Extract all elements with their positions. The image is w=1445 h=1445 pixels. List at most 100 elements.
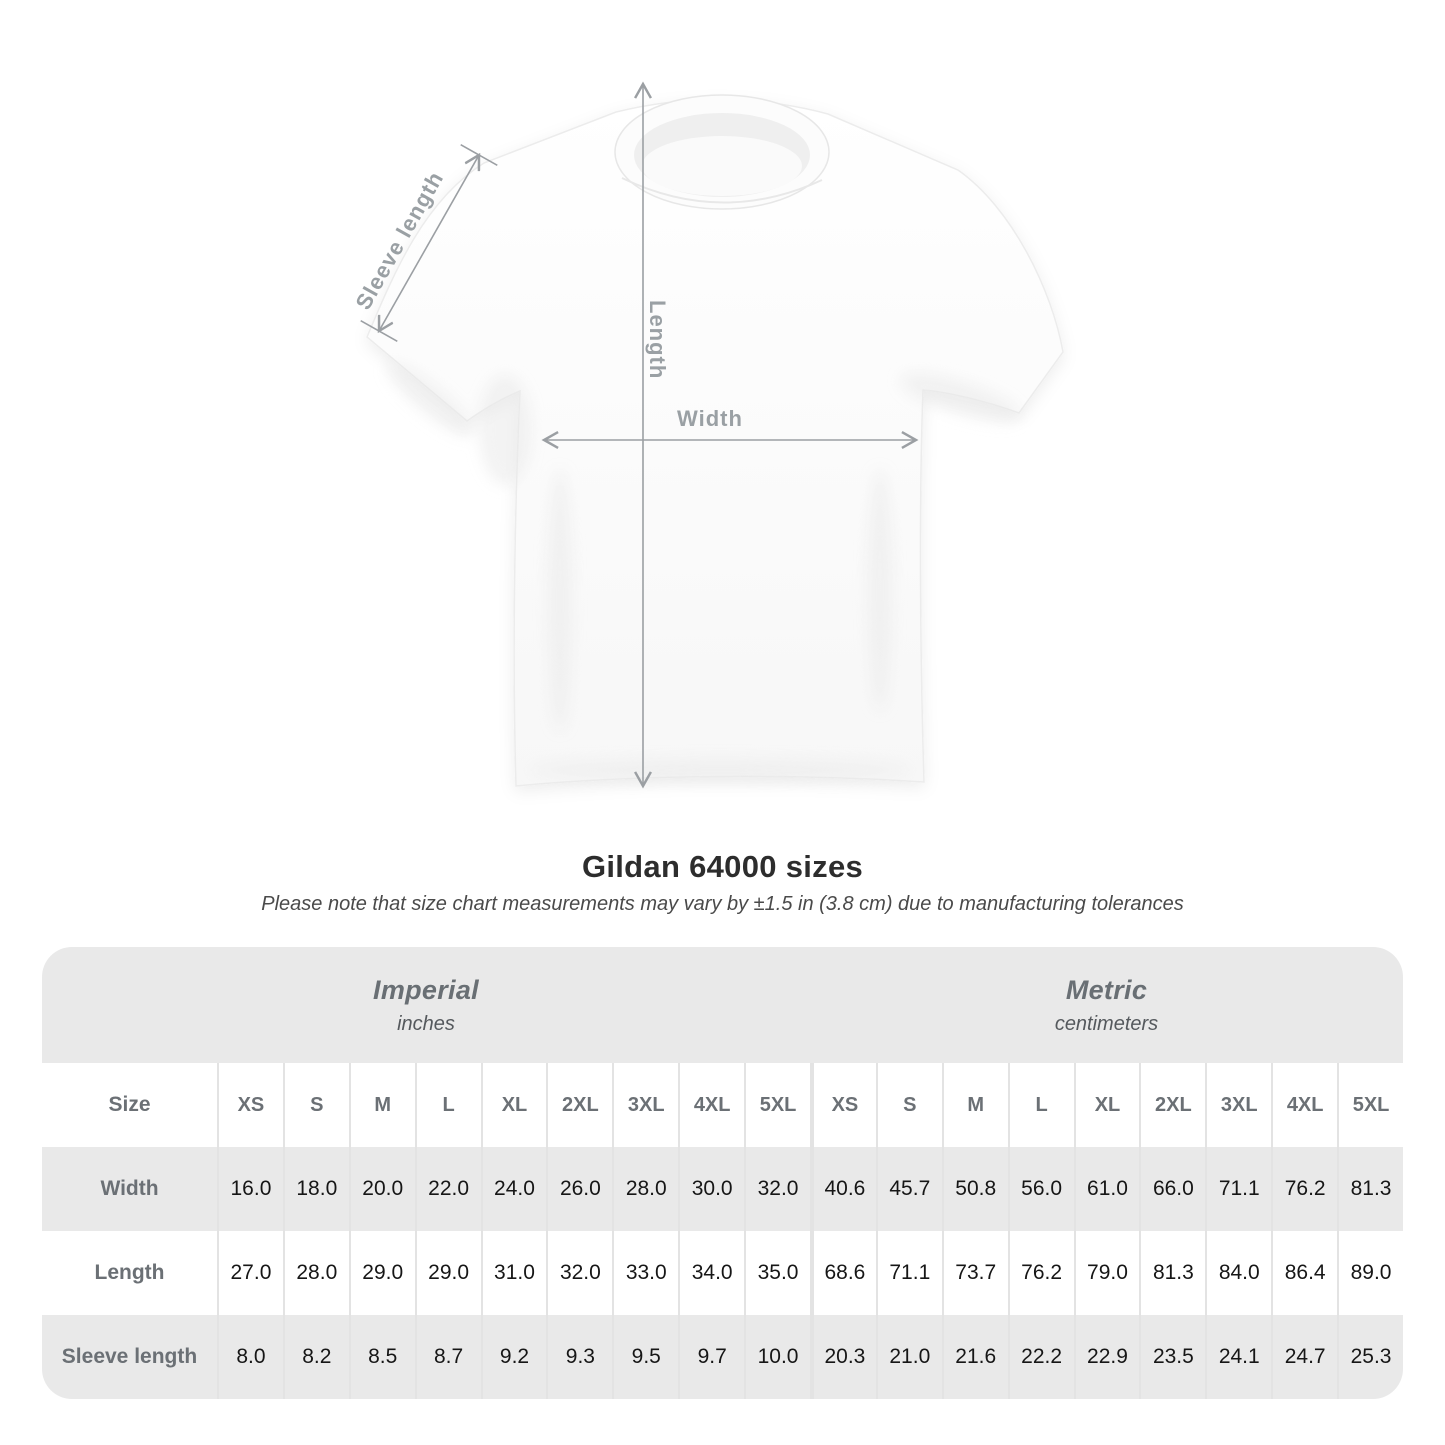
table-cell: 61.0 <box>1073 1147 1140 1231</box>
size-col-header-imperial-s: S <box>282 1063 349 1147</box>
table-cell: 20.3 <box>809 1315 876 1399</box>
table-row-width: Width 16.0 18.0 20.0 22.0 24.0 26.0 28.0 30.0 32.… <box>42 1147 1403 1231</box>
table-cell: 45.7 <box>875 1147 942 1231</box>
size-col-header-imperial-4xl: 4XL <box>678 1063 744 1147</box>
size-column-label: Size <box>108 1093 151 1116</box>
table-cell: 29.0 <box>414 1231 481 1315</box>
table-cell: 32.0 <box>546 1231 612 1315</box>
tshirt-measurement-diagram: Length Width Sleeve length <box>350 0 1064 830</box>
table-cell: 33.0 <box>612 1231 678 1315</box>
size-col-header-imperial-m: M <box>348 1063 415 1147</box>
table-cell: 71.1 <box>875 1231 942 1315</box>
size-col-header-imperial-xl: XL <box>480 1063 547 1147</box>
table-cell: 21.6 <box>941 1315 1008 1399</box>
table-cell: 20.0 <box>348 1147 415 1231</box>
size-col-header-metric-xs: XS <box>809 1063 876 1147</box>
table-cell: 24.0 <box>480 1147 547 1231</box>
table-cell: 76.2 <box>1271 1147 1337 1231</box>
table-cell: 8.5 <box>348 1315 415 1399</box>
size-col-header-imperial-5xl: 5XL <box>744 1063 810 1147</box>
size-header-row: Size XS S M L XL 2XL 3XL 4XL 5XL XS S M L XL 2XL 3XL 4XL 5… <box>42 1063 1403 1147</box>
metric-unit: centimeters <box>1054 1012 1159 1035</box>
table-row-sleeve-length: Sleeve length 8.0 8.2 8.5 8.7 9.2 9.3 9.5 9.7 10.… <box>42 1315 1403 1399</box>
row-label: Length <box>94 1261 165 1284</box>
table-cell: 29.0 <box>348 1231 415 1315</box>
table-cell: 28.0 <box>282 1231 349 1315</box>
table-cell: 79.0 <box>1073 1231 1140 1315</box>
row-label: Width <box>100 1177 159 1200</box>
table-cell: 22.2 <box>1007 1315 1074 1399</box>
table-cell: 40.6 <box>809 1147 876 1231</box>
table-cell: 24.7 <box>1271 1315 1337 1399</box>
unit-header-band: Imperial inches Metric centimeters <box>42 947 1403 1063</box>
size-col-header-metric-3xl: 3XL <box>1205 1063 1271 1147</box>
table-cell: 76.2 <box>1007 1231 1074 1315</box>
table-cell: 18.0 <box>282 1147 349 1231</box>
table-cell: 50.8 <box>941 1147 1008 1231</box>
imperial-unit: inches <box>397 1012 455 1035</box>
size-col-header-metric-m: M <box>941 1063 1008 1147</box>
table-cell: 86.4 <box>1271 1231 1337 1315</box>
table-cell: 9.7 <box>678 1315 744 1399</box>
table-cell: 84.0 <box>1205 1231 1271 1315</box>
size-col-header-imperial-3xl: 3XL <box>612 1063 678 1147</box>
sleeve-extension-tick-bottom <box>360 320 398 342</box>
measurement-annotations <box>360 84 916 786</box>
size-col-header-metric-s: S <box>875 1063 942 1147</box>
table-cell: 34.0 <box>678 1231 744 1315</box>
table-cell: 8.0 <box>217 1315 283 1399</box>
table-cell: 73.7 <box>941 1231 1008 1315</box>
table-cell: 31.0 <box>480 1231 547 1315</box>
table-cell: 10.0 <box>744 1315 810 1399</box>
page-title: Gildan 64000 sizes <box>581 849 864 884</box>
table-cell: 30.0 <box>678 1147 744 1231</box>
imperial-header: Imperial inches <box>42 947 810 1063</box>
size-col-header-metric-2xl: 2XL <box>1139 1063 1205 1147</box>
size-col-header-imperial-xs: XS <box>217 1063 283 1147</box>
sleeve-length-arrow <box>379 155 479 331</box>
table-cell: 35.0 <box>744 1231 810 1315</box>
imperial-title: Imperial <box>373 974 479 1005</box>
sleeve-extension-tick-top <box>460 144 498 166</box>
table-cell: 27.0 <box>217 1231 283 1315</box>
size-col-header-metric-l: L <box>1007 1063 1074 1147</box>
table-cell: 71.1 <box>1205 1147 1271 1231</box>
table-cell: 26.0 <box>546 1147 612 1231</box>
table-cell: 9.5 <box>612 1315 678 1399</box>
table-cell: 68.6 <box>809 1231 876 1315</box>
table-cell: 22.9 <box>1073 1315 1140 1399</box>
table-cell: 66.0 <box>1139 1147 1205 1231</box>
table-cell: 81.3 <box>1139 1231 1205 1315</box>
size-col-header-imperial-l: L <box>414 1063 481 1147</box>
size-col-header-metric-xl: XL <box>1073 1063 1140 1147</box>
metric-title: Metric <box>1065 974 1148 1005</box>
table-cell: 81.3 <box>1337 1147 1403 1231</box>
row-label: Sleeve length <box>61 1345 198 1368</box>
table-cell: 21.0 <box>875 1315 942 1399</box>
table-cell: 24.1 <box>1205 1315 1271 1399</box>
table-cell: 25.3 <box>1337 1315 1403 1399</box>
table-cell: 56.0 <box>1007 1147 1074 1231</box>
table-cell: 8.2 <box>282 1315 349 1399</box>
size-table: Imperial inches Metric centimeters Size X… <box>42 947 1403 1399</box>
table-cell: 28.0 <box>612 1147 678 1231</box>
table-cell: 9.2 <box>480 1315 547 1399</box>
size-col-header-metric-4xl: 4XL <box>1271 1063 1337 1147</box>
table-cell: 16.0 <box>217 1147 283 1231</box>
metric-header: Metric centimeters <box>810 947 1403 1063</box>
collar-inner-highlight <box>642 136 802 196</box>
table-cell: 9.3 <box>546 1315 612 1399</box>
tolerance-note: Please note that size chart measurements… <box>261 893 1184 915</box>
table-cell: 8.7 <box>414 1315 481 1399</box>
table-cell: 89.0 <box>1337 1231 1403 1315</box>
table-cell: 23.5 <box>1139 1315 1205 1399</box>
length-label: Length <box>645 300 670 379</box>
table-row-length: Length 27.0 28.0 29.0 29.0 31.0 32.0 33.0 34.0 35… <box>42 1231 1403 1315</box>
table-cell: 22.0 <box>414 1147 481 1231</box>
size-col-header-imperial-2xl: 2XL <box>546 1063 612 1147</box>
width-label: Width <box>677 406 743 431</box>
table-cell: 32.0 <box>744 1147 810 1231</box>
size-col-header-metric-5xl: 5XL <box>1337 1063 1403 1147</box>
size-table-body: Size XS S M L XL 2XL 3XL 4XL 5XL XS S M L XL 2XL 3XL 4XL 5… <box>42 1063 1403 1399</box>
